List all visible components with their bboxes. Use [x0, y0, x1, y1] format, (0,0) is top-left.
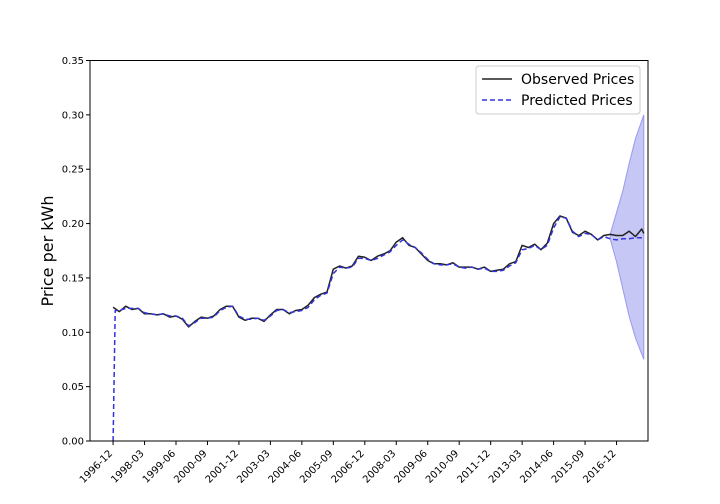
legend-label-predicted: Predicted Prices [521, 93, 633, 109]
legend-box [475, 65, 641, 115]
plot-frame [89, 60, 649, 442]
series-layer [112, 215, 645, 442]
y-tick-label: 0.25 [62, 165, 84, 176]
y-tick-label: 0.30 [62, 110, 84, 121]
y-tick-label: 0.10 [62, 328, 84, 339]
legend: Observed Prices Predicted Prices [475, 65, 641, 115]
y-tick-label: 0.20 [62, 219, 84, 230]
confidence-band [609, 114, 645, 360]
y-axis: 0.00 0.05 0.10 0.15 0.20 0.25 0.30 0.35 [62, 56, 90, 448]
y-axis-label: Price per kWh [38, 195, 57, 306]
series-line-observed [112, 215, 645, 328]
y-tick-label: 0.00 [62, 437, 84, 448]
confidence-band-layer [609, 114, 645, 360]
y-tick-label: 0.15 [62, 273, 84, 284]
series-line-predicted [112, 216, 645, 442]
y-tick-label: 0.05 [62, 382, 84, 393]
legend-label-observed: Observed Prices [521, 72, 634, 88]
y-tick-label: 0.35 [62, 56, 84, 67]
